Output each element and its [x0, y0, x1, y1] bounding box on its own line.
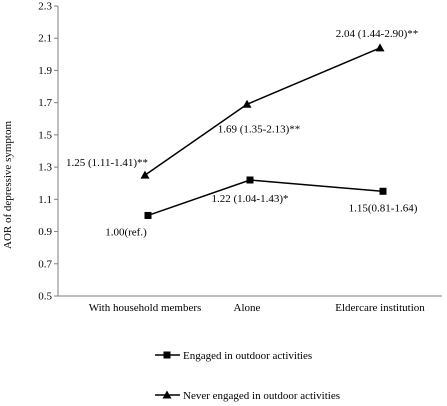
y-tick-label: 0.7 — [38, 258, 52, 270]
series-1 — [144, 176, 387, 219]
data-labels: 1.00(ref.) 1.22 (1.04-1.43)* 1.15(0.81-1.6… — [66, 28, 418, 239]
data-label: 1.00(ref.) — [105, 226, 147, 238]
data-point-square — [163, 351, 171, 359]
y-axis-label: AOR of depressive symptom — [2, 121, 14, 249]
y-tick-label: 2.3 — [38, 1, 52, 13]
data-point-triangle — [162, 390, 172, 399]
y-tick-label: 1.9 — [38, 65, 52, 77]
data-point-triangle — [375, 43, 385, 52]
y-tick-label: 1.1 — [38, 194, 52, 206]
y-tick-label: 2.1 — [38, 33, 52, 45]
legend-label: Never engaged in outdoor activities — [183, 390, 340, 402]
data-point-square — [246, 176, 254, 184]
y-ticks: 0.5 0.7 0.9 1.1 1.3 1.5 1.7 1.9 2.1 2.3 — [38, 1, 58, 303]
legend-label: Engaged in outdoor activities — [183, 350, 312, 362]
series-2 — [140, 43, 385, 179]
data-label: 1.22 (1.04-1.43)* — [212, 193, 289, 205]
y-tick-label: 1.3 — [38, 162, 52, 174]
x-tick-label: Eldercare institution — [335, 302, 425, 314]
data-label: 1.15(0.81-1.64) — [349, 202, 418, 214]
data-point-triangle — [140, 170, 150, 179]
series-line — [144, 47, 381, 176]
data-label: 1.69 (1.35-2.13)** — [218, 123, 301, 135]
data-label: 1.25 (1.11-1.41)** — [66, 157, 148, 169]
data-label: 2.04 (1.44-2.90)** — [336, 28, 419, 40]
series-layer — [140, 43, 387, 219]
x-ticks: With household members Alone Eldercare ins… — [89, 302, 426, 314]
x-tick-label: Alone — [234, 302, 261, 314]
y-tick-label: 1.5 — [38, 129, 52, 141]
data-point-square — [144, 211, 152, 219]
legend-entry-2: Never engaged in outdoor activities — [155, 390, 340, 402]
axes — [57, 6, 442, 297]
x-tick-label: With household members — [89, 302, 202, 314]
legend: Engaged in outdoor activities Never engag… — [155, 350, 340, 402]
data-point-square — [379, 187, 387, 195]
y-tick-label: 0.9 — [38, 226, 52, 238]
y-tick-label: 1.7 — [38, 97, 52, 109]
y-tick-label: 0.5 — [38, 291, 52, 303]
data-point-triangle — [242, 99, 252, 108]
legend-entry-1: Engaged in outdoor activities — [155, 350, 312, 362]
